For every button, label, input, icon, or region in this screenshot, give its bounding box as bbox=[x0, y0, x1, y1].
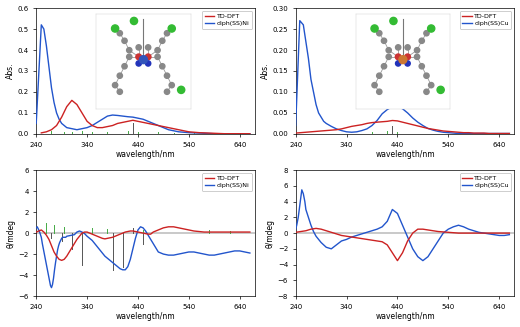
Y-axis label: Abs.: Abs. bbox=[6, 63, 15, 79]
X-axis label: wavelength/nm: wavelength/nm bbox=[116, 312, 175, 321]
Y-axis label: Abs.: Abs. bbox=[261, 63, 269, 79]
X-axis label: wavelength/nm: wavelength/nm bbox=[116, 150, 175, 159]
Y-axis label: θ/mdeg: θ/mdeg bbox=[266, 218, 275, 248]
X-axis label: wavelength/nm: wavelength/nm bbox=[375, 312, 435, 321]
Legend: TD-DFT, diph(SS)Ni: TD-DFT, diph(SS)Ni bbox=[202, 11, 252, 29]
Legend: TD-DFT, diph(SS)Cu: TD-DFT, diph(SS)Cu bbox=[460, 11, 511, 29]
X-axis label: wavelength/nm: wavelength/nm bbox=[375, 150, 435, 159]
Legend: TD-DFT, diph(SS)Ni: TD-DFT, diph(SS)Ni bbox=[202, 173, 252, 191]
Y-axis label: θ/mdeg: θ/mdeg bbox=[6, 218, 16, 248]
Legend: TD-DFT, diph(SS)Cu: TD-DFT, diph(SS)Cu bbox=[460, 173, 511, 191]
